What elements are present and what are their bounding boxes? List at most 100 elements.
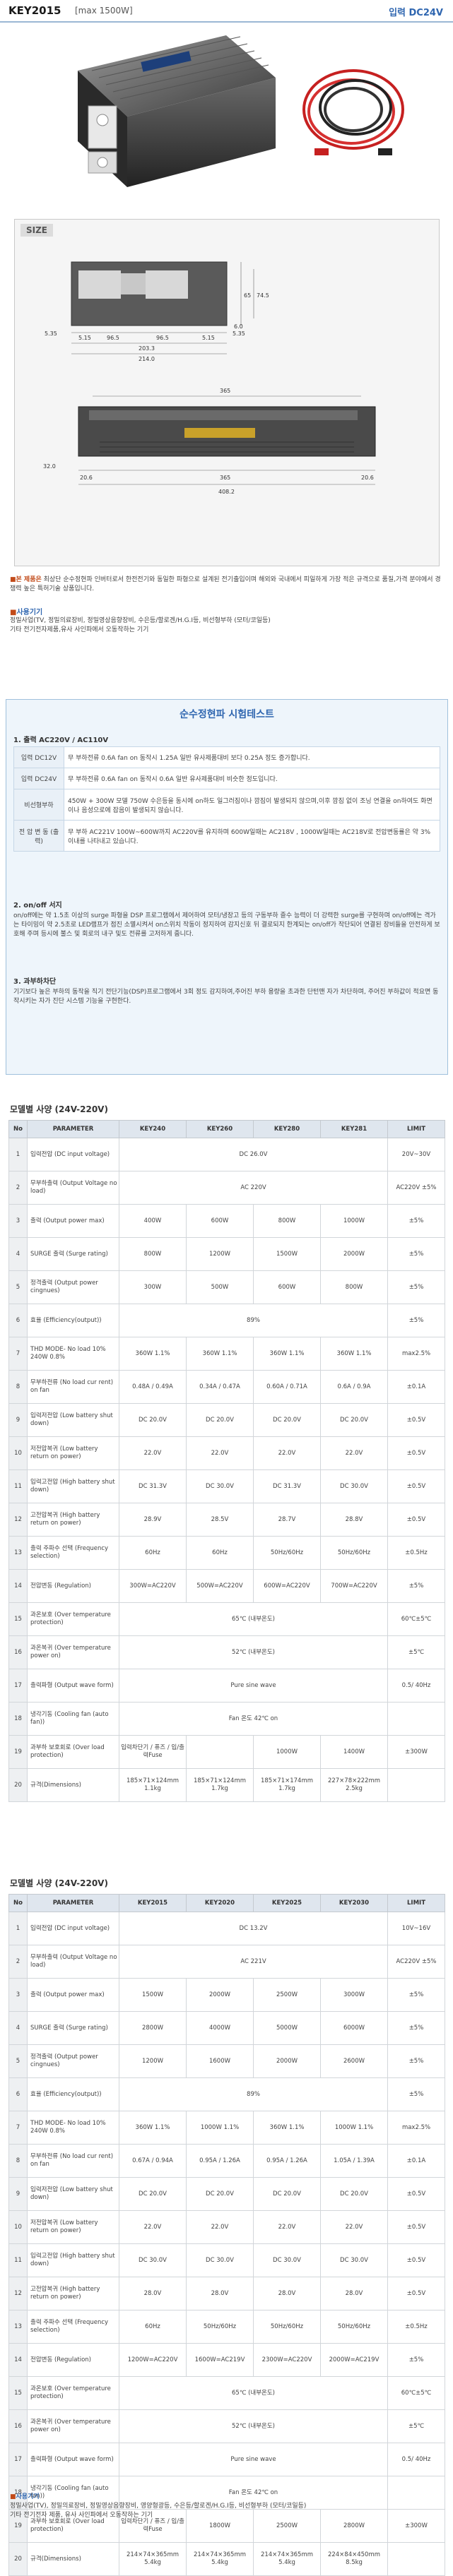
spec-row: 1 입력전압 (DC input voltage) DC 13.2V 10V~16V (8, 1912, 445, 1945)
spec-parameter: 규격(Dimensions) (27, 2542, 119, 2576)
spec-value: Pure sine wave (119, 1669, 388, 1703)
spec-parameter: 규격(Dimensions) (27, 1768, 119, 1802)
spec-parameter: 과온보호 (Over temperature protection) (27, 2376, 119, 2410)
spec-value: 1200W=AC220V (119, 2343, 187, 2377)
spec-row: 6 효율 (Efficiency(output)) 89% ±5% (8, 1304, 445, 1337)
spec-value: 52℃ (내부온도) (119, 1635, 388, 1669)
power-rating: [max 1500W] (75, 6, 133, 16)
side-total: 408.2 (218, 489, 235, 495)
spec-value: 0.6A / 0.9A (320, 1370, 388, 1404)
spec-value: 0.34A / 0.47A (186, 1370, 254, 1404)
spec-row-number: 6 (8, 1304, 28, 1337)
input-voltage: 입력 DC24V (389, 8, 443, 18)
spec-table-2-title: 모델별 사양 (24V-220V) (10, 1878, 108, 1888)
spec-value: 0.5/ 40Hz (387, 2443, 445, 2476)
spec-row: 16 과온복귀 (Over temperature power on) 52℃ (내… (8, 2409, 445, 2443)
spec-value: DC 30.0V (320, 2243, 388, 2277)
spec-value: 214×74×365mm 5.4kg (186, 2542, 254, 2576)
spec-parameter: 효율 (Efficiency(output)) (27, 1304, 119, 1337)
spec-parameter: SURGE 출력 (Surge rating) (27, 1237, 119, 1271)
spec-value: 360W 1.1% (253, 1337, 321, 1371)
spec-value: 10V~16V (387, 1912, 445, 1945)
spec-value: 28.0V (253, 2277, 321, 2310)
spec-row: 11 입력고전압 (High battery shut down) DC 31.3V… (8, 1469, 445, 1503)
front-dim-5: 5.15 (202, 335, 215, 341)
test-section-1: 1. 출력 AC220V / AC110V (13, 737, 109, 744)
spec-row: 20 규격(Dimensions) 185×71×124mm 1.1kg 185×71… (8, 1768, 445, 1802)
spec-value: ±0.5V (387, 1403, 445, 1437)
spec-row-number: 7 (8, 1337, 28, 1371)
spec-row: 2 무부하출력 (Output Voltage no load) AC 221V AC… (8, 1945, 445, 1979)
spec-value: DC 20.0V (320, 1403, 388, 1437)
spec-row-number: 15 (8, 2376, 28, 2410)
spec-header-cell: PARAMETER (27, 1120, 119, 1138)
spec-value: ±5% (387, 1270, 445, 1304)
spec-value: 65℃ (내부온도) (119, 2376, 388, 2410)
spec-row-number: 11 (8, 2243, 28, 2277)
spec-parameter: 입력전압 (DC input voltage) (27, 1138, 119, 1171)
spec-value: 22.0V (119, 1436, 187, 1470)
spec-value: 185×71×124mm 1.1kg (119, 1768, 187, 1802)
test-section-3: 3. 과부하차단 (13, 978, 57, 986)
spec-parameter: 과온복귀 (Over temperature power on) (27, 1635, 119, 1669)
spec-header-cell: No (8, 1894, 28, 1912)
spec-value: max2.5% (387, 2111, 445, 2145)
spec-value: 185×71×174mm 1.7kg (253, 1768, 321, 1802)
spec-value: 600W (253, 1270, 321, 1304)
spec-parameter: 입력고전압 (High battery shut down) (27, 2243, 119, 2277)
spec-value: 50Hz/60Hz (320, 1536, 388, 1570)
spec-row: 15 과온보호 (Over temperature protection) 65℃ … (8, 2376, 445, 2410)
spec-value: 60℃±5℃ (387, 2376, 445, 2410)
spec-value: 28.8V (320, 1503, 388, 1537)
test-row: 입력 DC24V 무 부하전류 0.6A fan on 동작시 0.6A 일반 유… (13, 768, 440, 789)
spec-row-number: 16 (8, 1635, 28, 1669)
spec-row-number: 20 (8, 1768, 28, 1802)
size-label: SIZE (20, 224, 54, 237)
spec-value: 600W (186, 1204, 254, 1238)
spec-parameter: 과온보호 (Over temperature protection) (27, 1602, 119, 1636)
spec-value: DC 31.3V (119, 1469, 187, 1503)
test-section-2: 2. on/off 서지 (13, 902, 62, 910)
spec-value: 1200W (186, 1237, 254, 1271)
spec-value: 1000W (253, 1735, 321, 1769)
spec-value: 0.60A / 0.71A (253, 1370, 321, 1404)
spec-value: DC 20.0V (253, 1403, 321, 1437)
spec-value: ±5% (387, 2044, 445, 2078)
spec-value: ±5% (387, 1978, 445, 2012)
spec-row-number: 14 (8, 1569, 28, 1603)
spec-value: DC 30.0V (253, 2243, 321, 2277)
spec-value: 5000W (253, 2011, 321, 2045)
product-image (78, 35, 276, 187)
spec-parameter: 출력 주파수 선택 (Frequency selection) (27, 1536, 119, 1570)
usage-section: ■사용기기 정밀사업(TV, 정밀의료장비, 정밀영상음향장비, 수은등/할로겐… (10, 606, 442, 635)
spec-row-number: 13 (8, 1536, 28, 1570)
spec-value: DC 26.0V (119, 1138, 388, 1171)
test-title: 순수정현파 시험테스트 (180, 709, 274, 720)
spec-value: 22.0V (320, 2210, 388, 2244)
spec-row: 9 입력저전압 (Low battery shut down) DC 20.0V DC… (8, 2177, 445, 2211)
spec-value: ±0.5V (387, 1469, 445, 1503)
spec-value: 0.95A / 1.26A (253, 2144, 321, 2178)
product-description: ■본 제품은 최상단 순수정현파 인버터로서 한전전기와 동일한 파형으로 설계… (10, 576, 441, 592)
spec-value: 22.0V (186, 2210, 254, 2244)
spec-value: AC 220V (119, 1171, 388, 1205)
spec-value: 28.5V (186, 1503, 254, 1537)
spec-value: 214×74×365mm 5.4kg (253, 2542, 321, 2576)
spec-value: 65℃ (내부온도) (119, 1602, 388, 1636)
spec-row: 8 무부하전류 (No load cur rent) on fan 0.67A / … (8, 2144, 445, 2178)
spec-value: 2800W (119, 2011, 187, 2045)
spec-parameter: 과부하 보호회로 (Over load protection) (27, 1735, 119, 1769)
spec-row: 13 출력 주파수 선택 (Frequency selection) 60Hz 60H… (8, 1536, 445, 1570)
spec-value: 500W=AC220V (186, 1569, 254, 1603)
spec-parameter: 무부하출력 (Output Voltage no load) (27, 1171, 119, 1205)
spec-value: 2000W (186, 1978, 254, 2012)
spec-value: ±0.5Hz (387, 2310, 445, 2344)
front-dim-3: 96.5 (107, 335, 119, 341)
spec-table-2: No PARAMETER KEY2015 KEY2020 KEY2025 KEY2030 L… (8, 1894, 445, 2576)
spec-row: 4 SURGE 출력 (Surge rating) 800W 1200W 1500W 20… (8, 1237, 445, 1271)
spec-value: DC 20.0V (119, 2177, 187, 2211)
test-row-value: 무 부하 AC221V 100W~600W까지 AC220V를 유지하며 600… (64, 820, 440, 852)
spec-value: 60Hz (119, 1536, 187, 1570)
spec-row: 20 규격(Dimensions) 214×74×365mm 5.4kg 214×74… (8, 2542, 445, 2576)
spec-value: 227×78×222mm 2.5kg (320, 1768, 388, 1802)
